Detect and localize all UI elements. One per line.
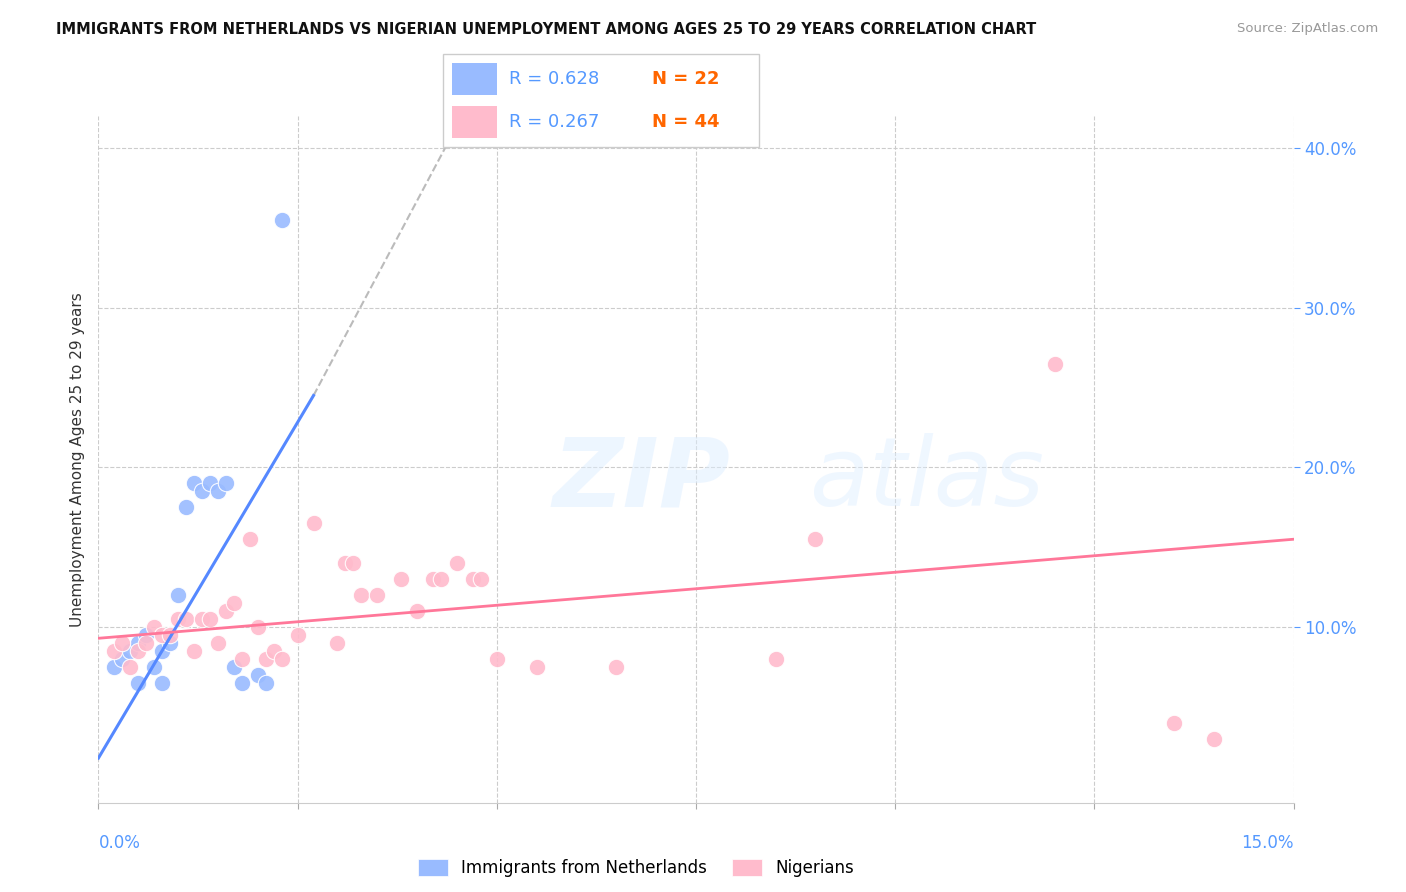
Point bbox=[174, 612, 197, 626]
Point bbox=[326, 636, 349, 650]
Point bbox=[231, 652, 253, 666]
Point bbox=[207, 636, 229, 650]
Point bbox=[167, 612, 190, 626]
Point bbox=[254, 676, 277, 690]
Point bbox=[239, 533, 262, 547]
Text: Source: ZipAtlas.com: Source: ZipAtlas.com bbox=[1237, 22, 1378, 36]
Text: ZIP: ZIP bbox=[553, 434, 731, 526]
Point bbox=[150, 644, 173, 658]
Point bbox=[198, 476, 221, 491]
Point bbox=[215, 476, 238, 491]
Y-axis label: Unemployment Among Ages 25 to 29 years: Unemployment Among Ages 25 to 29 years bbox=[69, 292, 84, 627]
Point bbox=[366, 588, 388, 602]
Legend: Immigrants from Netherlands, Nigerians: Immigrants from Netherlands, Nigerians bbox=[412, 852, 860, 884]
Point bbox=[263, 644, 285, 658]
Point bbox=[135, 628, 157, 642]
Point bbox=[526, 660, 548, 674]
Point bbox=[246, 620, 269, 634]
Text: IMMIGRANTS FROM NETHERLANDS VS NIGERIAN UNEMPLOYMENT AMONG AGES 25 TO 29 YEARS C: IMMIGRANTS FROM NETHERLANDS VS NIGERIAN … bbox=[56, 22, 1036, 37]
Point bbox=[342, 556, 364, 570]
Point bbox=[254, 652, 277, 666]
Point bbox=[159, 628, 181, 642]
Point bbox=[103, 660, 125, 674]
Point bbox=[350, 588, 373, 602]
Point bbox=[222, 660, 245, 674]
Point bbox=[1163, 715, 1185, 730]
Point bbox=[143, 660, 166, 674]
Point bbox=[135, 636, 157, 650]
FancyBboxPatch shape bbox=[443, 54, 759, 147]
Text: N = 22: N = 22 bbox=[652, 70, 720, 87]
Point bbox=[127, 636, 149, 650]
Point bbox=[287, 628, 309, 642]
Point bbox=[183, 644, 205, 658]
Point bbox=[270, 652, 292, 666]
Point bbox=[302, 516, 325, 531]
Point bbox=[222, 596, 245, 610]
Point bbox=[422, 572, 444, 586]
Point bbox=[191, 484, 214, 499]
Point bbox=[143, 620, 166, 634]
Text: atlas: atlas bbox=[810, 434, 1045, 526]
Text: 0.0%: 0.0% bbox=[98, 834, 141, 852]
Point bbox=[765, 652, 787, 666]
Point bbox=[215, 604, 238, 618]
Point bbox=[111, 636, 134, 650]
Point bbox=[389, 572, 412, 586]
Point bbox=[120, 660, 142, 674]
Point bbox=[120, 644, 142, 658]
Point bbox=[270, 212, 292, 227]
Point bbox=[1043, 357, 1066, 371]
Point bbox=[461, 572, 484, 586]
Point bbox=[167, 588, 190, 602]
Point bbox=[406, 604, 429, 618]
Point bbox=[150, 676, 173, 690]
Point bbox=[207, 484, 229, 499]
Point bbox=[111, 652, 134, 666]
Point bbox=[174, 500, 197, 515]
Point bbox=[335, 556, 357, 570]
Point bbox=[191, 612, 214, 626]
Point bbox=[183, 476, 205, 491]
Text: R = 0.628: R = 0.628 bbox=[509, 70, 599, 87]
Point bbox=[127, 644, 149, 658]
Text: N = 44: N = 44 bbox=[652, 113, 720, 131]
Bar bbox=[453, 63, 496, 95]
Point bbox=[485, 652, 508, 666]
Bar bbox=[453, 106, 496, 138]
Point bbox=[127, 676, 149, 690]
Point bbox=[605, 660, 627, 674]
Point bbox=[159, 636, 181, 650]
Point bbox=[231, 676, 253, 690]
Point bbox=[198, 612, 221, 626]
Text: 15.0%: 15.0% bbox=[1241, 834, 1294, 852]
Point bbox=[103, 644, 125, 658]
Point bbox=[804, 533, 827, 547]
Point bbox=[470, 572, 492, 586]
Point bbox=[246, 668, 269, 682]
Text: R = 0.267: R = 0.267 bbox=[509, 113, 600, 131]
Point bbox=[430, 572, 453, 586]
Point bbox=[1202, 731, 1225, 746]
Point bbox=[150, 628, 173, 642]
Point bbox=[446, 556, 468, 570]
